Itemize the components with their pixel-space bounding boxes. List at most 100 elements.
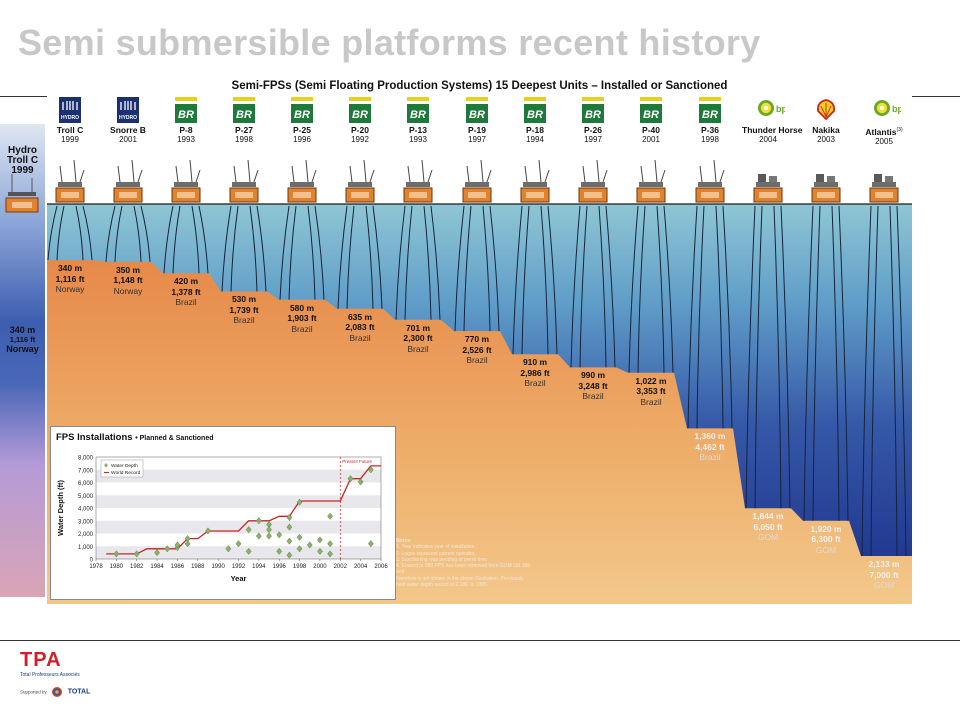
atlantis-footnote: (3) xyxy=(896,127,903,133)
mooring-line xyxy=(105,205,116,262)
mooring-line xyxy=(803,205,814,521)
mooring-line xyxy=(637,205,646,373)
petrobras-logo: BR xyxy=(175,97,197,123)
platform-4: BR P-27 1998 xyxy=(218,97,270,144)
note-line: 1. Year indicates year of installation. xyxy=(396,544,476,551)
x-tick-label: 1990 xyxy=(211,564,225,570)
svg-text:BR: BR xyxy=(352,109,368,121)
shell-logo xyxy=(817,99,835,121)
platform-14: Nakika 2003 xyxy=(800,97,852,144)
water-depth-marker xyxy=(255,532,262,540)
slide-title: Semi submersible platforms recent histor… xyxy=(18,22,761,63)
platform-name: P-40 xyxy=(642,125,660,135)
depth-meters: 635 m xyxy=(347,311,373,322)
depth-feet: 3,353 ft xyxy=(636,386,666,397)
footer-rule xyxy=(0,640,960,641)
platform-hull xyxy=(229,159,259,203)
mooring-line xyxy=(404,205,413,320)
depth-feet: 2,083 ft xyxy=(345,322,375,333)
platform-year: 1993 xyxy=(409,135,427,144)
platform-hull xyxy=(345,159,375,203)
depth-feet: 1,378 ft xyxy=(171,286,201,297)
mooring-line xyxy=(454,205,465,332)
region-label: Norway xyxy=(55,284,85,295)
water-depth-marker xyxy=(154,549,160,557)
side-operator: Hydro xyxy=(8,145,37,156)
platform-hull xyxy=(520,159,550,203)
platform-name: Thunder Horse xyxy=(742,125,803,135)
mooring-line xyxy=(82,205,93,261)
platform-hull xyxy=(578,159,608,203)
note-line: 4. Enserch's 088 FPS has been removed fr… xyxy=(396,563,531,576)
platform-8: BR P-19 1997 xyxy=(451,97,503,144)
water-depth-marker xyxy=(286,551,293,559)
mooring-line xyxy=(423,205,432,320)
mooring-line xyxy=(663,205,674,373)
platform-year: 1997 xyxy=(468,135,486,144)
fps-installations-chart: FPS Installations • Planned & Sanctioned… xyxy=(50,426,396,600)
region-label: Brazil xyxy=(582,391,604,402)
platform-hull xyxy=(869,174,899,203)
x-tick-label: 1980 xyxy=(110,564,124,570)
mooring-line xyxy=(56,205,65,261)
mooring-line xyxy=(230,205,239,292)
platform-10: BR P-26 1997 xyxy=(567,97,619,144)
region-label: GOM xyxy=(815,544,837,555)
side-depth-m: 340 m xyxy=(9,325,36,335)
depth-meters: 1,844 m xyxy=(752,511,784,522)
platform-year: 2005 xyxy=(875,136,893,146)
mooring-line xyxy=(861,205,872,557)
mooring-line xyxy=(579,205,588,368)
region-label: Norway xyxy=(113,285,143,296)
y-axis-label: Water Depth (ft) xyxy=(56,480,65,536)
x-tick-label: 1978 xyxy=(89,564,103,570)
depth-feet: 6,050 ft xyxy=(753,521,783,532)
legend-label-world-record: World Record xyxy=(111,470,141,476)
platform-hull xyxy=(753,174,783,203)
platform-11: BR P-40 2001 xyxy=(625,97,677,144)
petrobras-logo: BR xyxy=(407,97,429,123)
total-icon xyxy=(52,686,63,697)
region-label: GOM xyxy=(873,580,895,590)
petrobras-logo: BR xyxy=(524,97,546,123)
chart-subtitle: • Planned & Sanctioned xyxy=(135,435,214,442)
mooring-line xyxy=(745,205,756,509)
mooring-line xyxy=(191,205,200,274)
depth-label: 420 m 1,378 ft Brazil xyxy=(158,276,214,308)
depth-feet: 2,300 ft xyxy=(403,333,433,344)
region-label: GOM xyxy=(757,532,779,543)
side-platform-year: 1999 xyxy=(11,165,34,176)
mooring-line xyxy=(773,205,782,509)
water-depth-marker xyxy=(286,523,293,531)
tpa-wordmark: TPA xyxy=(20,649,62,671)
mooring-line xyxy=(221,205,232,292)
svg-text:HYDRO: HYDRO xyxy=(119,115,137,121)
water-depth-marker xyxy=(296,545,303,553)
depth-label: 1,022 m 3,353 ft Brazil xyxy=(623,376,679,408)
platform-hull xyxy=(113,159,143,203)
mooring-line xyxy=(512,205,523,355)
water-depth-marker xyxy=(225,545,232,553)
note-line: Notes: xyxy=(396,538,412,544)
svg-text:BR: BR xyxy=(643,109,659,121)
mooring-line xyxy=(463,205,472,332)
mooring-line xyxy=(337,205,348,309)
platform-year: 1992 xyxy=(351,135,369,144)
mooring-line xyxy=(346,205,355,309)
region-label: Brazil xyxy=(699,452,721,463)
depth-feet: 2,526 ft xyxy=(462,344,492,355)
region-label: Brazil xyxy=(175,297,197,308)
depth-label: 340 m 1,116 ft Norway xyxy=(42,263,98,295)
depth-label: 635 m 2,083 ft Brazil xyxy=(332,312,388,344)
x-tick-label: 2002 xyxy=(334,564,348,570)
mooring-line xyxy=(521,205,530,355)
water-depth-marker xyxy=(296,533,303,541)
platform-name: P-8 xyxy=(179,125,193,135)
side-panel: Hydro Troll C 1999 340 m 1,116 ft Norway xyxy=(0,124,45,597)
platform-name: Troll C xyxy=(56,125,84,135)
petrobras-logo: BR xyxy=(466,97,488,123)
mooring-line xyxy=(628,205,639,373)
depth-label: 530 m 1,739 ft Brazil xyxy=(216,294,272,326)
platform-2: HYDRO Snorre B 2001 xyxy=(102,97,154,144)
mooring-line xyxy=(570,205,581,368)
